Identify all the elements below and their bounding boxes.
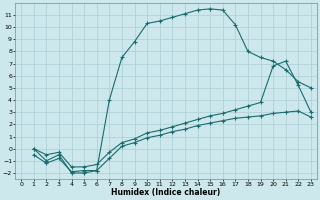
X-axis label: Humidex (Indice chaleur): Humidex (Indice chaleur) xyxy=(111,188,220,197)
